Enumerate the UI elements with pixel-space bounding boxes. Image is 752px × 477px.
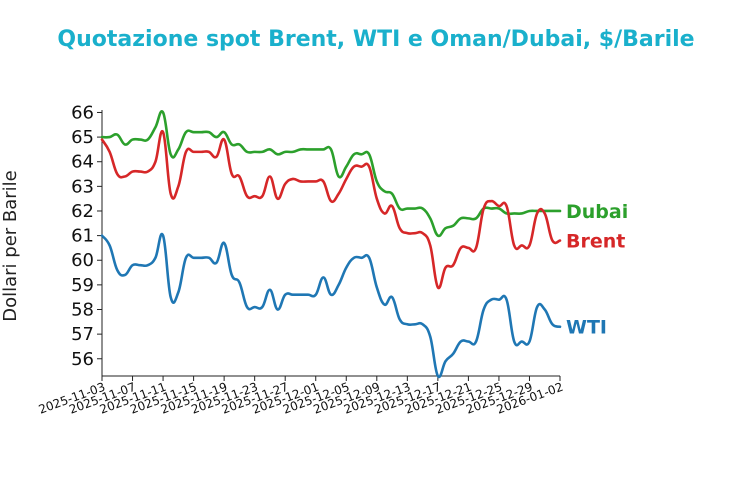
chart-title: Quotazione spot Brent, WTI e Oman/Dubai,… (57, 27, 694, 52)
y-tick-label: 62 (71, 201, 94, 222)
y-tick-label: 60 (71, 250, 94, 271)
y-tick-label: 63 (71, 176, 94, 197)
series-lines (100, 110, 562, 379)
x-axis-ticks: 2025-11-032025-11-072025-11-112025-11-15… (37, 376, 565, 417)
series-labels: Dubai Brent WTI (566, 201, 628, 339)
y-tick-label: 56 (71, 349, 94, 370)
axes (101, 110, 560, 377)
y-tick-label: 61 (71, 226, 94, 247)
y-tick-label: 64 (71, 152, 94, 173)
y-axis-label: Dollari per Barile (0, 170, 21, 322)
series-label-wti: WTI (566, 317, 607, 339)
series-label-dubai: Dubai (566, 201, 628, 223)
series-line-wti (100, 232, 562, 379)
y-tick-label: 59 (71, 275, 94, 296)
y-tick-label: 57 (71, 324, 94, 345)
y-tick-label: 66 (71, 102, 94, 123)
series-label-brent: Brent (566, 231, 625, 253)
series-line-dubai (100, 110, 562, 238)
series-line-brent (100, 129, 562, 290)
y-tick-label: 58 (71, 300, 94, 321)
y-tick-label: 65 (71, 127, 94, 148)
y-axis-ticks: 56 57 58 59 60 61 62 63 64 65 66 (71, 102, 102, 370)
